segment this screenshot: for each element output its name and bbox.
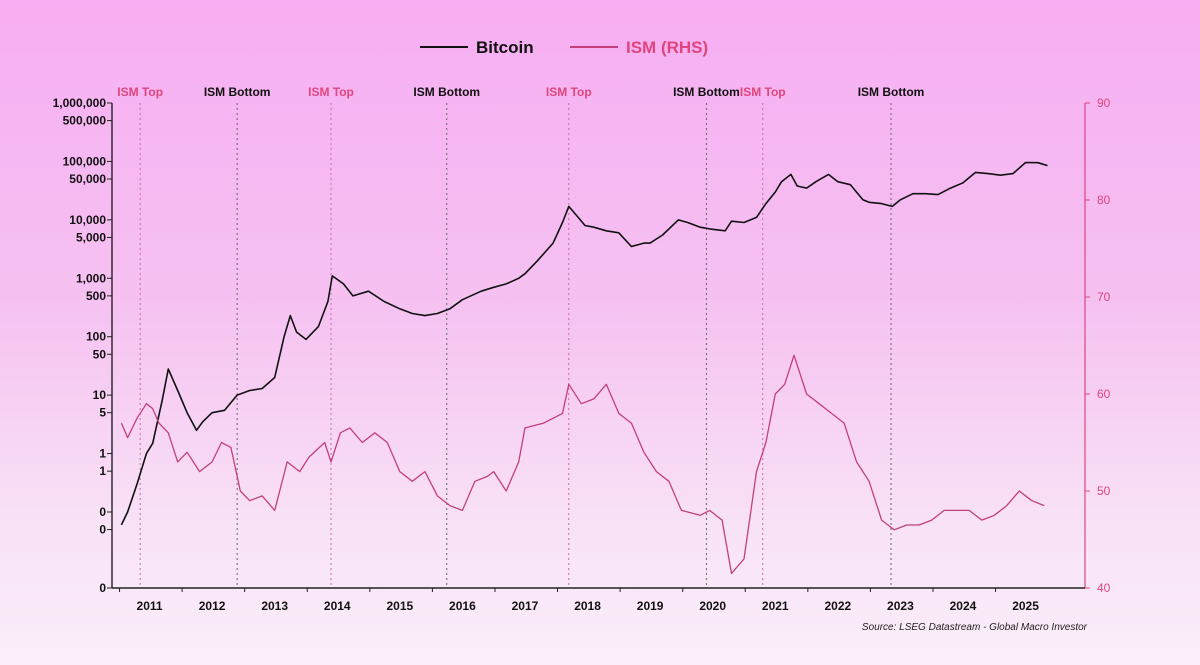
ism-top-label: ISM Top bbox=[117, 85, 163, 99]
x-tick-label: 2015 bbox=[386, 599, 413, 613]
right-tick-label: 50 bbox=[1097, 484, 1111, 498]
left-tick-label: 0 bbox=[99, 523, 106, 537]
left-tick-label: 1,000,000 bbox=[53, 96, 107, 110]
left-tick-label: 5 bbox=[99, 406, 106, 420]
legend-ism-label: ISM (RHS) bbox=[626, 38, 708, 57]
left-tick-label: 50 bbox=[93, 347, 107, 361]
ism-bottom-label: ISM Bottom bbox=[858, 85, 925, 99]
right-tick-label: 80 bbox=[1097, 193, 1111, 207]
right-tick-label: 90 bbox=[1097, 96, 1111, 110]
left-tick-label: 500 bbox=[86, 289, 106, 303]
left-tick-label: 100,000 bbox=[63, 154, 107, 168]
source-note: Source: LSEG Datastream - Global Macro I… bbox=[862, 622, 1088, 633]
left-tick-label: 5,000 bbox=[76, 230, 106, 244]
x-tick-label: 2023 bbox=[887, 599, 914, 613]
left-tick-label: 10,000 bbox=[69, 213, 106, 227]
x-tick-label: 2016 bbox=[449, 599, 476, 613]
left-tick-label: 0 bbox=[99, 505, 106, 519]
left-tick-label: 500,000 bbox=[63, 114, 107, 128]
x-tick-label: 2013 bbox=[261, 599, 288, 613]
x-tick-label: 2024 bbox=[950, 599, 977, 613]
x-tick-label: 2019 bbox=[637, 599, 664, 613]
left-tick-label: 50,000 bbox=[69, 172, 106, 186]
ism-bottom-label: ISM Bottom bbox=[204, 85, 271, 99]
left-tick-label: 1 bbox=[99, 447, 106, 461]
x-tick-label: 2012 bbox=[199, 599, 226, 613]
right-tick-label: 40 bbox=[1097, 581, 1111, 595]
left-tick-label: 1 bbox=[99, 464, 106, 478]
ism-bottom-label: ISM Bottom bbox=[413, 85, 480, 99]
x-tick-label: 2021 bbox=[762, 599, 789, 613]
ism-top-label: ISM Top bbox=[740, 85, 786, 99]
x-tick-label: 2020 bbox=[699, 599, 726, 613]
x-tick-label: 2022 bbox=[824, 599, 851, 613]
right-tick-label: 70 bbox=[1097, 290, 1111, 304]
x-tick-label: 2014 bbox=[324, 599, 351, 613]
ism-line bbox=[120, 354, 1045, 575]
ism-bottom-label: ISM Bottom bbox=[673, 85, 740, 99]
left-tick-label: 1,000 bbox=[76, 271, 106, 285]
x-tick-label: 2025 bbox=[1012, 599, 1039, 613]
x-tick-label: 2017 bbox=[512, 599, 539, 613]
left-tick-label: 100 bbox=[86, 330, 106, 344]
ism-top-label: ISM Top bbox=[308, 85, 354, 99]
left-tick-label: 0 bbox=[99, 581, 106, 595]
right-tick-label: 60 bbox=[1097, 387, 1111, 401]
ism-top-label: ISM Top bbox=[546, 85, 592, 99]
left-tick-label: 10 bbox=[93, 388, 107, 402]
legend-bitcoin-label: Bitcoin bbox=[476, 38, 534, 57]
x-tick-label: 2018 bbox=[574, 599, 601, 613]
bitcoin-line bbox=[120, 161, 1048, 526]
x-tick-label: 2011 bbox=[137, 599, 163, 613]
